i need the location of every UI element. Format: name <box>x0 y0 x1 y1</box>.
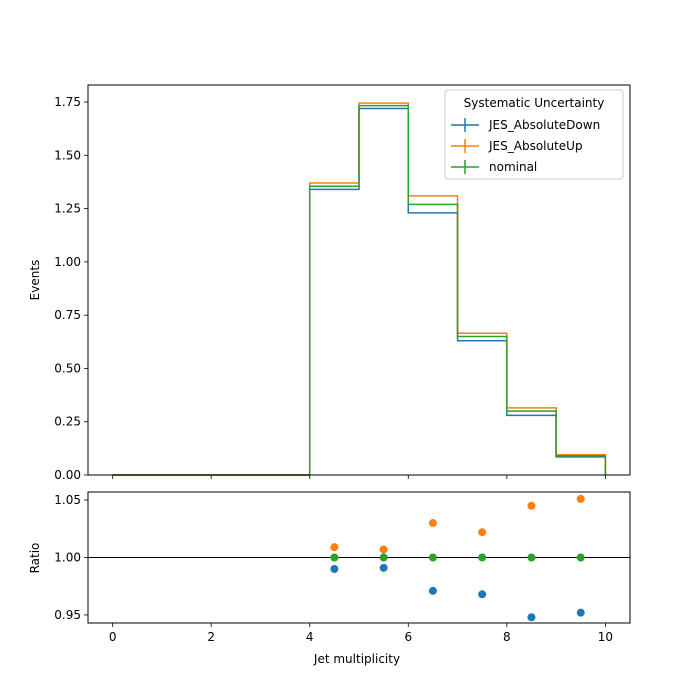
main-y-tick-label: 1.75 <box>54 95 81 109</box>
ratio-point <box>428 586 437 595</box>
x-tick-label: 8 <box>503 630 511 644</box>
legend-entry: JES_AbsoluteDown <box>451 118 600 132</box>
x-axis-label: Jet multiplicity <box>313 652 400 666</box>
x-tick-label: 4 <box>306 630 314 644</box>
ratio-point <box>379 545 388 554</box>
main-x-ticks <box>112 475 606 479</box>
ratio-point <box>576 553 585 562</box>
main-y-tick-label: 1.25 <box>54 202 81 216</box>
ratio-point <box>527 501 536 510</box>
x-tick-label: 6 <box>404 630 412 644</box>
main-y-tick-label: 0.75 <box>54 308 81 322</box>
ratio-point <box>379 563 388 572</box>
main-y-ticks: 0.00 0.25 0.50 0.75 1.00 1.25 1.50 1.75 <box>54 95 88 482</box>
legend-label: nominal <box>489 160 537 174</box>
legend-label: JES_AbsoluteUp <box>488 139 583 153</box>
x-tick-label: 0 <box>109 630 117 644</box>
ratio-point <box>379 553 388 562</box>
ratio-x-ticks: 0 2 4 6 8 10 <box>109 623 613 644</box>
main-y-tick-label: 1.00 <box>54 255 81 269</box>
main-y-axis-label: Events <box>28 260 42 301</box>
main-y-tick-label: 1.50 <box>54 148 81 162</box>
ratio-point <box>527 613 536 622</box>
ratio-y-axis-label: Ratio <box>28 543 42 574</box>
ratio-y-tick-label: 1.05 <box>54 493 81 507</box>
legend-title: Systematic Uncertainty <box>464 96 605 110</box>
ratio-y-ticks: 0.95 1.00 1.05 <box>54 493 88 622</box>
ratio-point <box>428 519 437 528</box>
ratio-point <box>527 553 536 562</box>
main-y-tick-label: 0.00 <box>54 468 81 482</box>
legend-box <box>444 89 624 180</box>
ratio-point <box>576 494 585 503</box>
ratio-panel: 0 2 4 6 8 10 0.95 1.00 1.05 Ratio Jet multiplic… <box>28 491 631 666</box>
ratio-point <box>330 564 339 573</box>
ratio-point <box>428 553 437 562</box>
ratio-point <box>576 608 585 617</box>
ratio-y-tick-label: 0.95 <box>54 608 81 622</box>
x-tick-label: 10 <box>598 630 613 644</box>
main-axes-frame <box>87 84 631 476</box>
ratio-point <box>478 553 487 562</box>
ratio-points-group <box>330 494 585 622</box>
legend-label: JES_AbsoluteDown <box>488 118 600 132</box>
ratio-point <box>478 590 487 599</box>
x-tick-label: 2 <box>207 630 215 644</box>
ratio-point <box>478 528 487 537</box>
legend-entry: nominal <box>451 160 537 174</box>
ratio-point <box>330 553 339 562</box>
legend-entry: JES_AbsoluteUp <box>451 139 583 153</box>
main-panel: 0.000.250.500.751.001.251.501.75 Events … <box>28 84 631 482</box>
legend: Systematic Uncertainty JES_AbsoluteDownJ… <box>444 89 624 180</box>
main-y-tick-label: 0.25 <box>54 415 81 429</box>
main-y-tick-label: 0.50 <box>54 361 81 375</box>
ratio-y-tick-label: 1.00 <box>54 551 81 565</box>
ratio-point <box>330 543 339 552</box>
